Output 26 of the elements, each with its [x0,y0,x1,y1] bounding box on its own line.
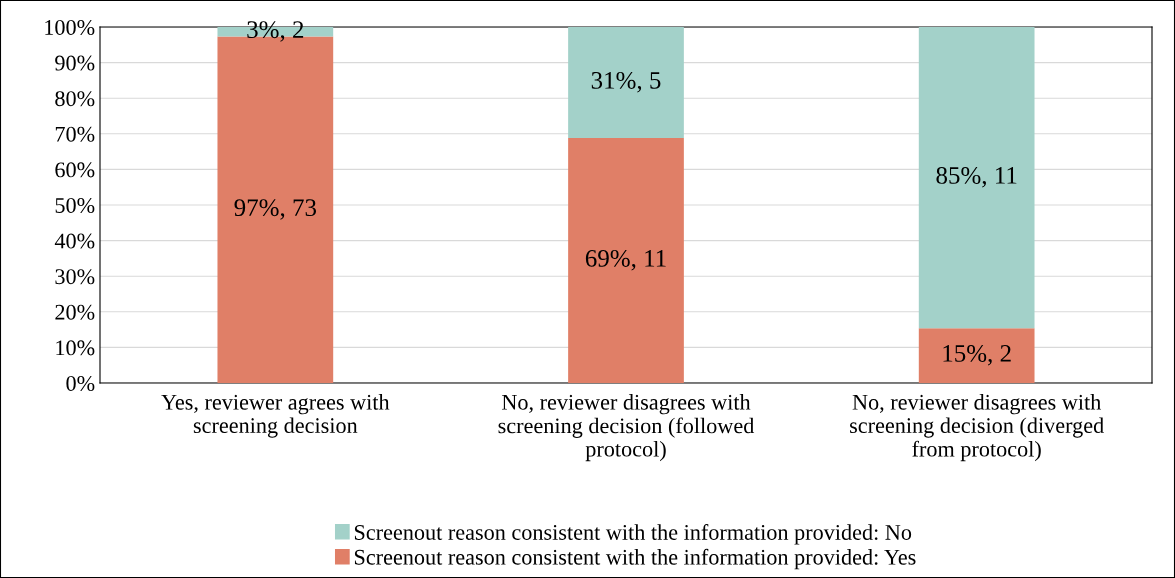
legend-label: Screenout reason consistent with the information provided: No [354,524,912,545]
x-tick-label: No, reviewer disagrees with screening decision (followed protocol) [498,394,755,462]
y-tick-label: 60% [55,162,95,178]
bar [918,328,1035,383]
bar [568,138,684,383]
data-label: 31%, 5 [591,71,661,93]
y-tick-label: 40% [54,233,95,249]
data-label: 69%, 11 [585,249,666,271]
y-tick-label: 80% [55,91,95,107]
y-tick-label: 10% [56,340,95,356]
y-tick-label: 30% [55,269,95,285]
y-tick-label: 20% [55,304,95,320]
y-tick-label: 90% [55,55,95,71]
bar [568,27,684,139]
y-tick-label: 100% [45,19,95,35]
bar [918,27,1035,329]
legend-label: Screenout reason consistent with the information provided: Yes [354,548,916,570]
data-label: 85%, 11 [936,166,1017,188]
x-tick-label: Yes, reviewer agrees with screening decision [161,394,390,438]
data-label: 3%, 2 [247,21,304,42]
y-tick-label: 0% [66,375,95,391]
y-tick-label: 50% [55,197,95,213]
x-tick-label: No, reviewer disagrees with screening decision (diverged from protocol) [850,394,1104,462]
data-label: 15%, 2 [943,344,1011,366]
y-tick-label: 70% [55,126,95,142]
data-label: 97%, 73 [234,199,317,220]
